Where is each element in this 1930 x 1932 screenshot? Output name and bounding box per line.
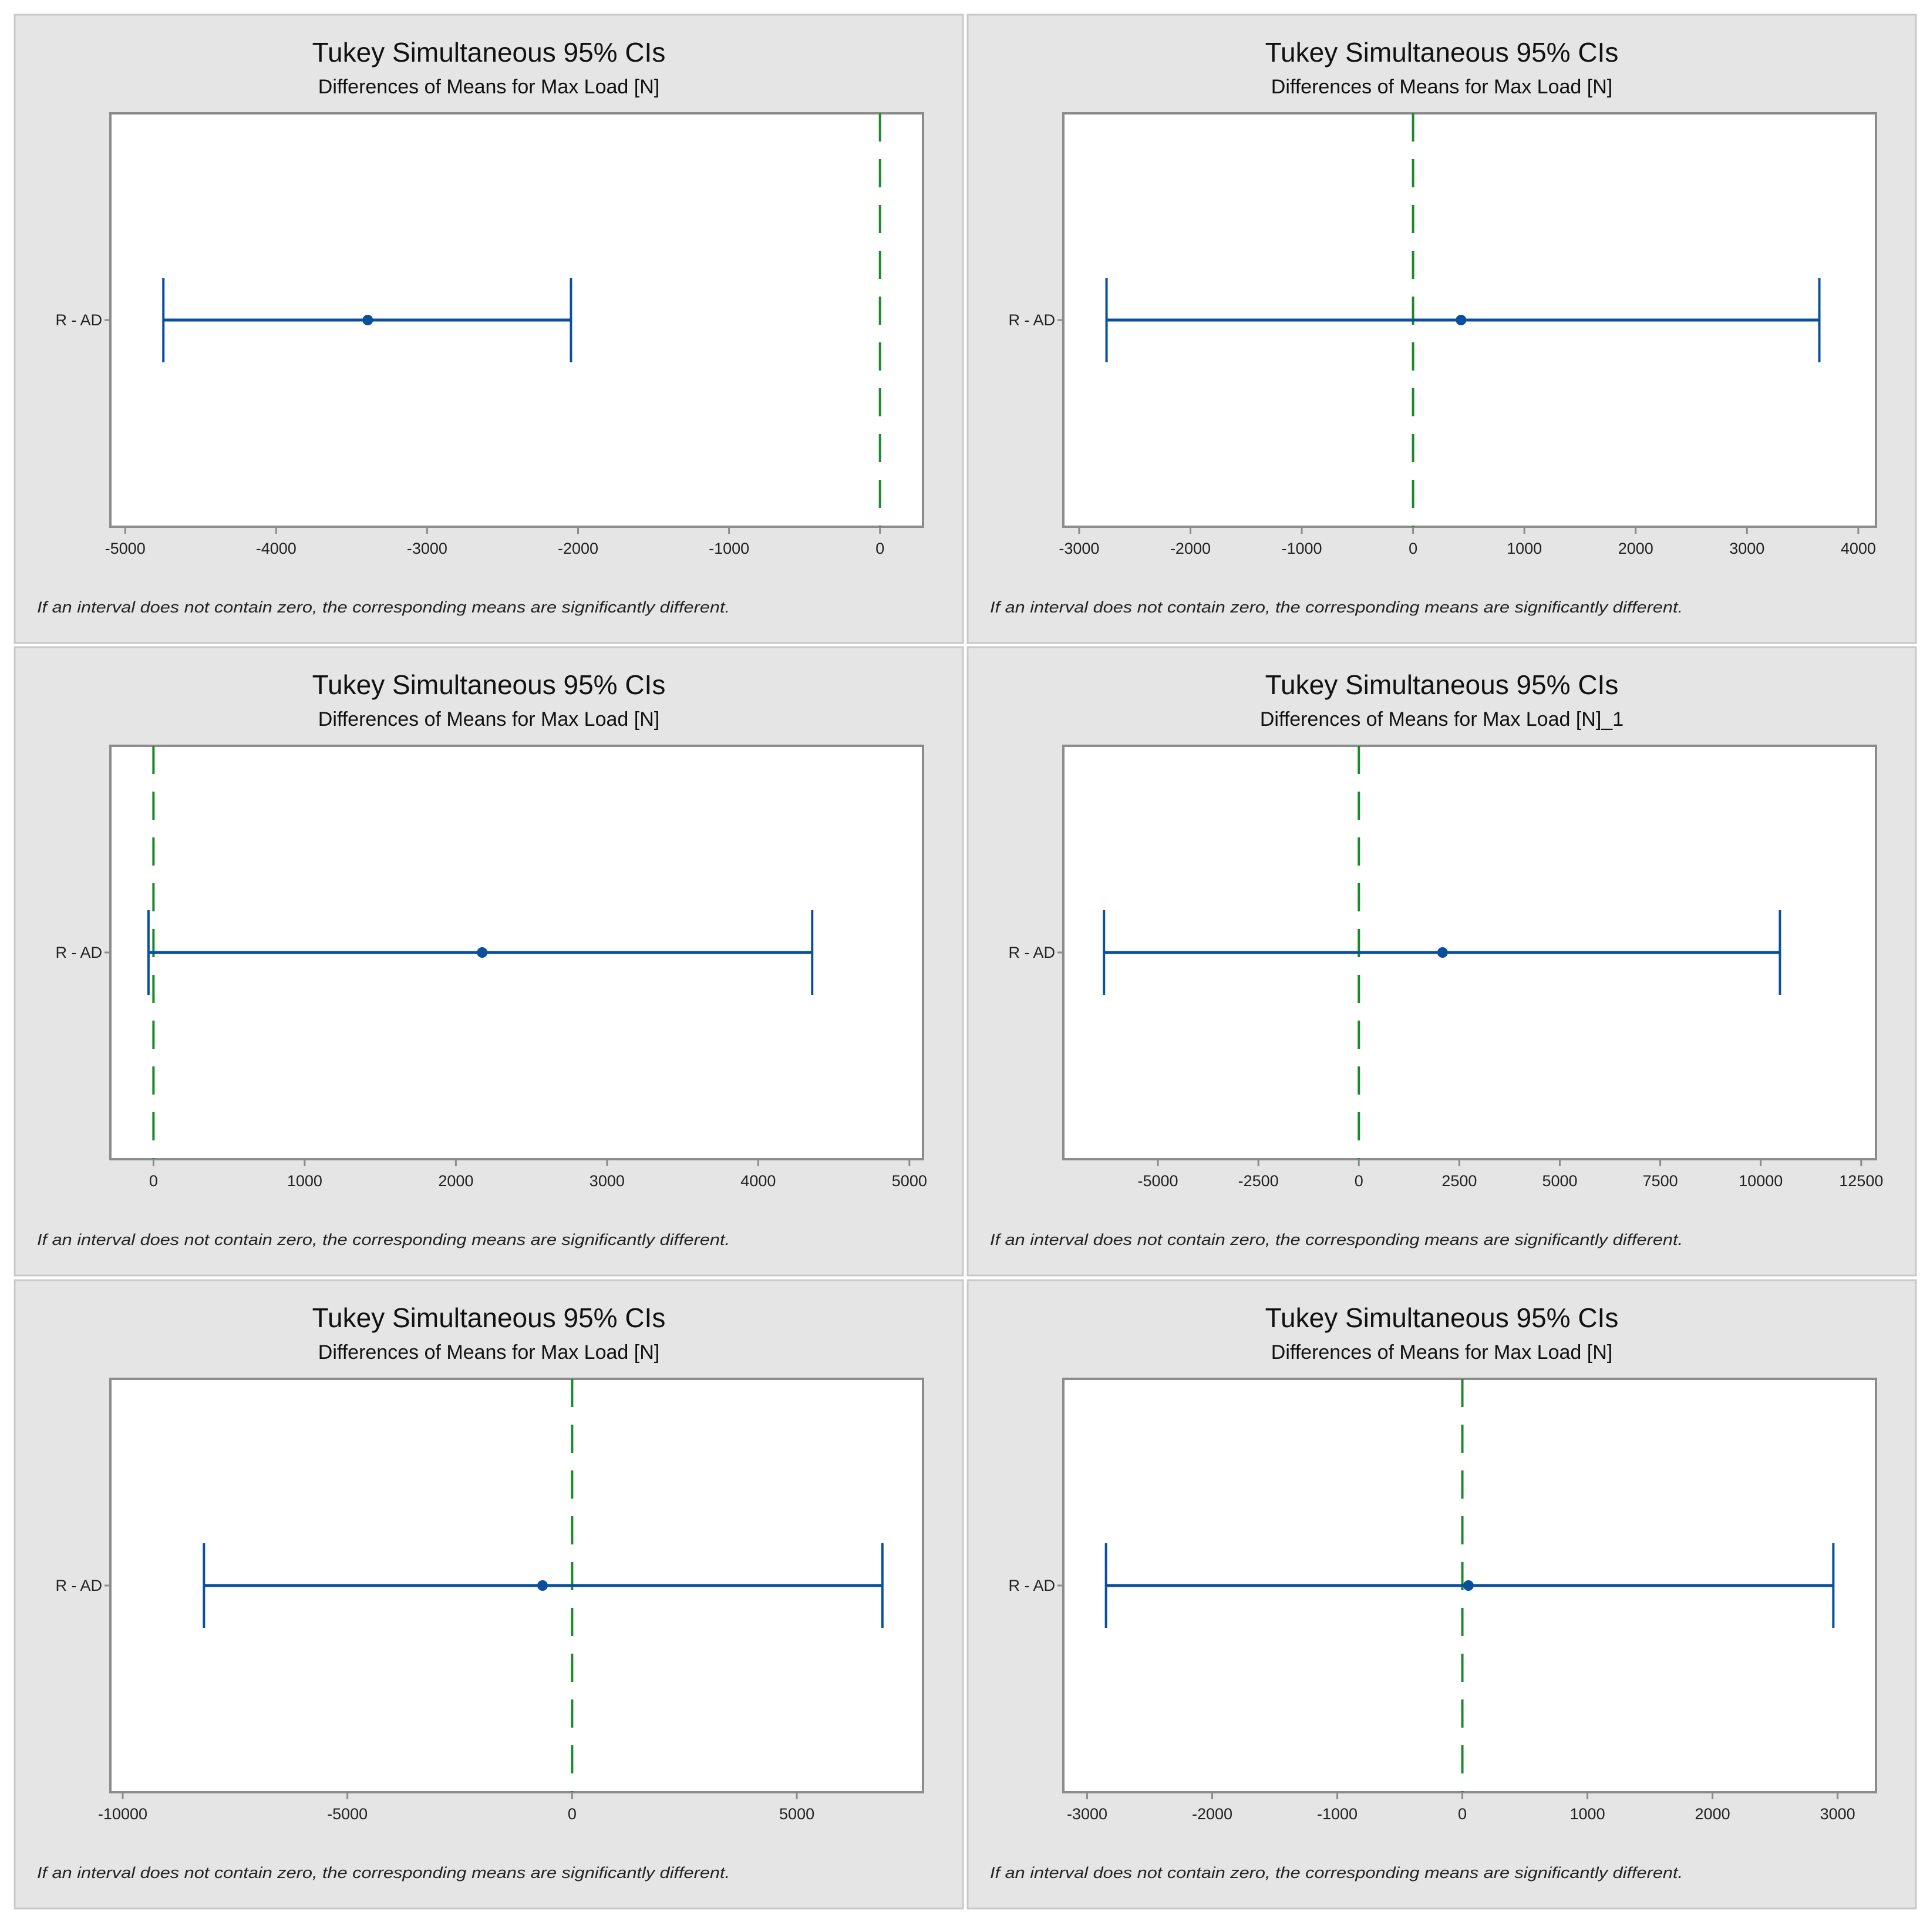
x-tick-label: 2000	[1695, 1805, 1730, 1823]
category-label: R - AD	[55, 1577, 102, 1594]
x-tick-label: 2000	[438, 1172, 473, 1190]
ci-mean-point	[477, 947, 488, 958]
chart-panel-6: Tukey Simultaneous 95% CIs Differences of…	[966, 1279, 1917, 1910]
chart-title: Tukey Simultaneous 95% CIs	[1265, 1302, 1619, 1333]
x-tick-label: 2000	[1618, 540, 1653, 557]
chart-panel-2: Tukey Simultaneous 95% CIs Differences of…	[966, 14, 1917, 644]
x-tick-label: 1000	[1507, 540, 1542, 557]
chart-panel-3: Tukey Simultaneous 95% CIs Differences of…	[14, 646, 964, 1277]
x-tick-label: -5000	[1138, 1172, 1178, 1190]
x-tick-label: 4000	[1841, 540, 1876, 557]
x-tick-label: 3000	[1820, 1805, 1855, 1823]
x-tick-label: 0	[875, 540, 884, 557]
x-tick-label: 2500	[1441, 1172, 1477, 1190]
x-tick-label: -2000	[1192, 1805, 1232, 1823]
x-tick-label: 1000	[287, 1172, 322, 1190]
ci-mean-point	[362, 315, 373, 325]
x-tick-label: 5000	[1542, 1172, 1577, 1190]
x-tick-label: -1000	[1317, 1805, 1358, 1823]
footnote: If an interval does not contain zero, th…	[990, 598, 1683, 616]
x-tick-label: -10000	[98, 1805, 147, 1823]
x-tick-label: -3000	[407, 540, 447, 557]
x-tick-label: -2000	[558, 540, 598, 557]
footnote: If an interval does not contain zero, th…	[990, 1864, 1683, 1881]
x-tick-label: 0	[1409, 540, 1417, 557]
footnote: If an interval does not contain zero, th…	[37, 1864, 730, 1881]
footnote: If an interval does not contain zero, th…	[990, 1231, 1683, 1248]
footnote: If an interval does not contain zero, th…	[37, 598, 730, 616]
x-tick-label: 0	[1355, 1172, 1363, 1190]
x-tick-label: 5000	[892, 1172, 927, 1190]
footnote: If an interval does not contain zero, th…	[37, 1231, 730, 1248]
chart-subtitle: Differences of Means for Max Load [N]	[318, 76, 659, 98]
category-label: R - AD	[1008, 1577, 1055, 1594]
category-label: R - AD	[1008, 944, 1055, 961]
chart-subtitle: Differences of Means for Max Load [N]	[1271, 76, 1612, 98]
x-tick-label: 0	[568, 1805, 577, 1823]
x-tick-label: -3000	[1059, 540, 1099, 557]
chart-title: Tukey Simultaneous 95% CIs	[312, 1302, 666, 1333]
x-tick-label: 0	[149, 1172, 158, 1190]
x-tick-label: 3000	[1729, 540, 1764, 557]
chart-subtitle: Differences of Means for Max Load [N]	[318, 1341, 659, 1364]
chart-title: Tukey Simultaneous 95% CIs	[312, 37, 666, 68]
x-tick-label: -2000	[1170, 540, 1211, 557]
x-tick-label: -2500	[1238, 1172, 1279, 1190]
x-tick-label: 3000	[590, 1172, 625, 1190]
x-tick-label: 4000	[740, 1172, 776, 1190]
chart-panel-4: Tukey Simultaneous 95% CIs Differences of…	[966, 646, 1917, 1277]
ci-mean-point	[537, 1580, 548, 1591]
chart-title: Tukey Simultaneous 95% CIs	[312, 669, 666, 700]
x-tick-label: 5000	[779, 1805, 814, 1823]
x-tick-label: 1000	[1570, 1805, 1605, 1823]
chart-title: Tukey Simultaneous 95% CIs	[1265, 669, 1619, 700]
chart-subtitle: Differences of Means for Max Load [N]	[318, 708, 659, 731]
chart-panel-5: Tukey Simultaneous 95% CIs Differences of…	[14, 1279, 964, 1910]
category-label: R - AD	[55, 944, 102, 961]
chart-subtitle: Differences of Means for Max Load [N]_1	[1260, 708, 1624, 731]
ci-mean-point	[1437, 947, 1448, 958]
x-tick-label: -1000	[709, 540, 749, 557]
x-tick-label: 12500	[1839, 1172, 1883, 1190]
x-tick-label: -3000	[1067, 1805, 1107, 1823]
x-tick-label: 10000	[1739, 1172, 1783, 1190]
x-tick-label: 0	[1458, 1805, 1467, 1823]
chart-panel-1: Tukey Simultaneous 95% CIs Differences of…	[14, 14, 964, 644]
x-tick-label: -5000	[327, 1805, 368, 1823]
ci-mean-point	[1463, 1580, 1474, 1591]
ci-mean-point	[1456, 315, 1467, 325]
category-label: R - AD	[1008, 311, 1055, 329]
x-tick-label: -5000	[105, 540, 146, 557]
category-label: R - AD	[55, 311, 102, 329]
chart-title: Tukey Simultaneous 95% CIs	[1265, 37, 1619, 68]
x-tick-label: -1000	[1282, 540, 1322, 557]
chart-subtitle: Differences of Means for Max Load [N]	[1271, 1341, 1612, 1364]
x-tick-label: -4000	[256, 540, 297, 557]
x-tick-label: 7500	[1643, 1172, 1678, 1190]
